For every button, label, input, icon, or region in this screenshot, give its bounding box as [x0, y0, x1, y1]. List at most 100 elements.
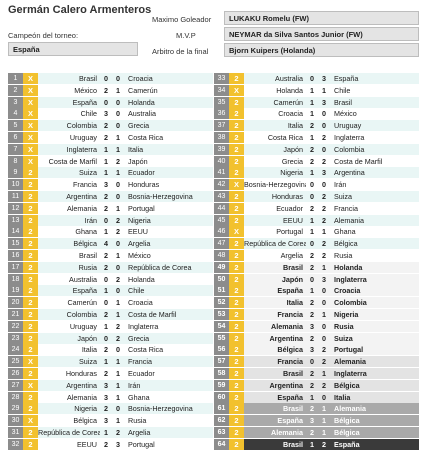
match-row[interactable]: 30 X Bélgica 3 1 Rusia: [8, 415, 213, 427]
top-scorer-field[interactable]: LUKAKU Romelu (FW): [224, 11, 419, 25]
away-score[interactable]: 0: [322, 333, 326, 343]
home-score[interactable]: 2: [104, 203, 108, 213]
match-row[interactable]: 25 X Suiza 1 1 Francia: [8, 356, 213, 368]
home-score[interactable]: 1: [104, 428, 108, 437]
referee-field[interactable]: Bjorn Kuipers (Holanda): [224, 43, 419, 57]
match-row[interactable]: 18 2 Australia 0 2 Holanda: [8, 273, 213, 285]
prediction-cell[interactable]: 2: [229, 297, 244, 309]
home-score[interactable]: 0: [310, 74, 314, 83]
home-score[interactable]: 3: [104, 109, 108, 119]
away-score[interactable]: 2: [322, 215, 326, 225]
prediction-cell[interactable]: 2: [23, 320, 38, 332]
prediction-cell[interactable]: 2: [229, 120, 244, 132]
match-row[interactable]: 4 X Chile 3 0 Australia: [8, 108, 213, 120]
match-row[interactable]: 53 2 Francia 2 1 Nigeria: [214, 309, 419, 320]
away-score[interactable]: 0: [322, 109, 326, 119]
match-row[interactable]: 64 2 Brasil 1 2 España: [214, 438, 419, 450]
away-score[interactable]: 1: [322, 85, 326, 95]
match-row[interactable]: 8 X Costa de Marfil 1 2 Japón: [8, 155, 213, 167]
prediction-cell[interactable]: 2: [229, 438, 244, 450]
away-score[interactable]: 0: [116, 239, 120, 249]
away-score[interactable]: 0: [116, 97, 120, 107]
match-row[interactable]: 54 2 Alemania 3 0 Rusia: [214, 320, 419, 332]
prediction-cell[interactable]: 2: [229, 285, 244, 297]
prediction-cell[interactable]: 2: [229, 108, 244, 120]
home-score[interactable]: 2: [104, 262, 108, 272]
match-row[interactable]: 24 2 Italia 2 0 Costa Rica: [8, 344, 213, 356]
home-score[interactable]: 0: [310, 192, 314, 201]
home-score[interactable]: 2: [104, 251, 108, 260]
away-score[interactable]: 2: [322, 439, 326, 449]
prediction-cell[interactable]: X: [23, 155, 38, 167]
prediction-cell[interactable]: 2: [229, 344, 244, 356]
away-score[interactable]: 2: [322, 192, 326, 201]
prediction-cell[interactable]: 2: [23, 179, 38, 191]
away-score[interactable]: 1: [116, 310, 120, 319]
away-score[interactable]: 1: [322, 262, 326, 272]
match-row[interactable]: 60 2 España 1 0 Italia: [214, 391, 419, 403]
away-score[interactable]: 0: [116, 121, 120, 131]
home-score[interactable]: 1: [310, 439, 314, 449]
prediction-cell[interactable]: 2: [23, 167, 38, 179]
home-score[interactable]: 0: [104, 274, 108, 284]
prediction-cell[interactable]: 2: [229, 143, 244, 155]
home-score[interactable]: 2: [104, 85, 108, 95]
prediction-cell[interactable]: 2: [229, 356, 244, 368]
match-row[interactable]: 51 2 España 1 0 Croacia: [214, 285, 419, 297]
prediction-cell[interactable]: X: [23, 143, 38, 155]
prediction-cell[interactable]: X: [23, 120, 38, 132]
prediction-cell[interactable]: 2: [229, 202, 244, 214]
match-row[interactable]: 52 2 Italia 2 0 Colombia: [214, 297, 419, 309]
away-score[interactable]: 0: [322, 180, 326, 190]
away-score[interactable]: 3: [116, 439, 120, 449]
away-score[interactable]: 1: [116, 203, 120, 213]
match-row[interactable]: 12 2 Alemania 2 1 Portugal: [8, 202, 213, 214]
prediction-cell[interactable]: X: [23, 379, 38, 391]
away-score[interactable]: 3: [322, 274, 326, 284]
match-row[interactable]: 11 2 Argentina 2 0 Bosnia-Herzegovina: [8, 191, 213, 202]
home-score[interactable]: 3: [310, 416, 314, 426]
prediction-cell[interactable]: 2: [229, 379, 244, 391]
prediction-cell[interactable]: 2: [23, 191, 38, 202]
away-score[interactable]: 2: [322, 357, 326, 367]
away-score[interactable]: 0: [116, 180, 120, 190]
prediction-cell[interactable]: 2: [23, 309, 38, 320]
home-score[interactable]: 3: [104, 416, 108, 426]
away-score[interactable]: 0: [116, 109, 120, 119]
home-score[interactable]: 1: [104, 321, 108, 331]
champion-field[interactable]: España: [8, 42, 138, 56]
away-score[interactable]: 0: [322, 121, 326, 131]
away-score[interactable]: 0: [116, 345, 120, 355]
match-row[interactable]: 35 2 Camerún 1 3 Brasil: [214, 96, 419, 108]
away-score[interactable]: 1: [116, 357, 120, 367]
home-score[interactable]: 3: [104, 180, 108, 190]
away-score[interactable]: 1: [322, 310, 326, 319]
home-score[interactable]: 0: [310, 357, 314, 367]
prediction-cell[interactable]: X: [23, 96, 38, 108]
match-row[interactable]: 55 2 Argentina 2 0 Suiza: [214, 332, 419, 344]
away-score[interactable]: 1: [322, 404, 326, 414]
home-score[interactable]: 0: [104, 74, 108, 83]
match-row[interactable]: 28 2 Alemania 3 1 Ghana: [8, 391, 213, 403]
home-score[interactable]: 1: [104, 286, 108, 296]
away-score[interactable]: 0: [322, 321, 326, 331]
away-score[interactable]: 2: [322, 133, 326, 142]
prediction-cell[interactable]: 2: [229, 191, 244, 202]
home-score[interactable]: 1: [104, 357, 108, 367]
home-score[interactable]: 1: [104, 227, 108, 237]
match-row[interactable]: 57 2 Francia 0 2 Alemania: [214, 356, 419, 368]
match-row[interactable]: 17 2 Rusia 2 0 República de Corea: [8, 261, 213, 273]
home-score[interactable]: 3: [310, 321, 314, 331]
match-row[interactable]: 9 2 Suiza 1 1 Ecuador: [8, 167, 213, 179]
away-score[interactable]: 2: [116, 333, 120, 343]
home-score[interactable]: 1: [310, 168, 314, 178]
prediction-cell[interactable]: 2: [23, 214, 38, 226]
match-row[interactable]: 15 2 Bélgica 4 0 Argelia: [8, 238, 213, 250]
home-score[interactable]: 2: [310, 428, 314, 437]
match-row[interactable]: 22 2 Uruguay 1 2 Inglaterra: [8, 320, 213, 332]
home-score[interactable]: 0: [104, 298, 108, 308]
away-score[interactable]: 2: [116, 227, 120, 237]
home-score[interactable]: 1: [310, 215, 314, 225]
home-score[interactable]: 2: [310, 404, 314, 414]
home-score[interactable]: 4: [104, 239, 108, 249]
